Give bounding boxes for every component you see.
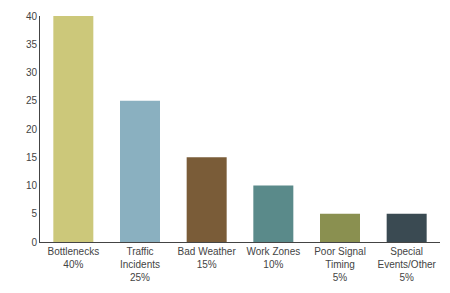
svg-text:Bottlenecks40%: Bottlenecks40% — [47, 246, 99, 270]
svg-text:15: 15 — [26, 152, 38, 163]
svg-text:SpecialEvents/Other5%: SpecialEvents/Other5% — [377, 246, 436, 283]
svg-text:Poor SignalTiming5%: Poor SignalTiming5% — [314, 246, 366, 283]
svg-text:40: 40 — [26, 11, 38, 22]
svg-text:30: 30 — [26, 67, 38, 78]
svg-text:10: 10 — [26, 180, 38, 191]
svg-text:Work Zones10%: Work Zones10% — [246, 246, 300, 270]
svg-text:TrafficIncidents25%: TrafficIncidents25% — [120, 246, 160, 283]
svg-text:Bad Weather15%: Bad Weather15% — [178, 246, 237, 270]
svg-text:25: 25 — [26, 95, 38, 106]
svg-text:0: 0 — [31, 237, 37, 248]
svg-text:35: 35 — [26, 39, 38, 50]
svg-text:5: 5 — [31, 208, 37, 219]
svg-text:20: 20 — [26, 124, 38, 135]
